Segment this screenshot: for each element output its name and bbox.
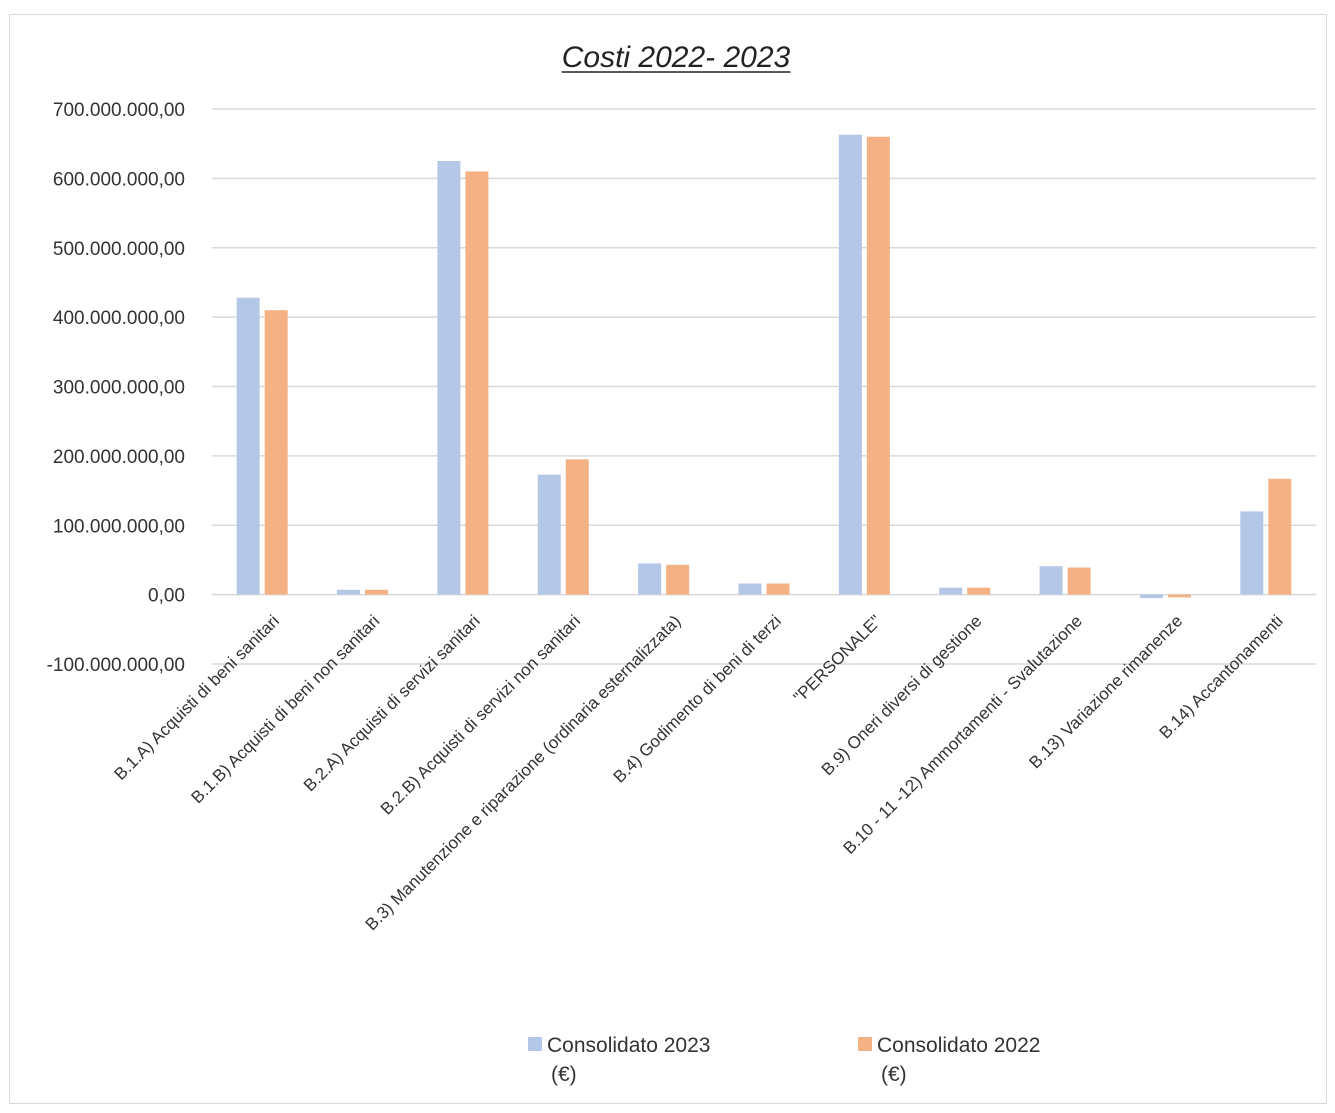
bar-2023	[337, 589, 361, 595]
bar-2023	[437, 161, 461, 595]
x-category-label: B.9) Oneri diversi di gestione	[818, 611, 986, 779]
gridlines	[212, 108, 1316, 665]
x-category-label: "PERSONALE"	[790, 611, 885, 706]
bar-2023	[638, 563, 662, 595]
x-category-label: B.1.A) Acquisti di beni sanitari	[111, 611, 283, 783]
y-axis-ticks: 700.000.000,00 600.000.000,00 500.000.000,…	[47, 100, 185, 676]
bars	[236, 134, 1292, 599]
y-tick-label: 600.000.000,00	[53, 169, 185, 190]
legend-label-2022-unit: (€)	[881, 1063, 907, 1086]
bar-2023	[1240, 511, 1264, 595]
x-category-label: B.2.B) Acquisti di servizi non sanitari	[377, 611, 584, 818]
bar-2023	[537, 474, 561, 595]
bar-2023	[236, 297, 260, 595]
legend-label-2023-unit: (€)	[551, 1063, 577, 1086]
bar-2022	[766, 583, 790, 595]
legend-label-2023: Consolidato 2023	[547, 1034, 710, 1057]
bar-2022	[565, 459, 589, 595]
bar-2022	[264, 310, 288, 595]
bar-2023	[1039, 566, 1063, 595]
y-tick-label: -100.000.000,00	[47, 655, 185, 676]
y-tick-label: 700.000.000,00	[53, 100, 185, 121]
bar-2022	[465, 171, 489, 595]
x-category-label: B.4) Godimento di beni di terzi	[610, 611, 785, 786]
chart-frame	[9, 14, 1327, 1104]
x-category-label: B.1.B) Acquisti di beni non sanitari	[188, 611, 384, 807]
x-category-label: B.2.A) Acquisti di servizi sanitari	[300, 611, 484, 795]
bar-2022	[967, 587, 991, 595]
bar-2022	[365, 589, 389, 595]
y-tick-label: 400.000.000,00	[53, 308, 185, 329]
legend-swatch-2022	[858, 1037, 872, 1051]
y-tick-label: 500.000.000,00	[53, 239, 185, 260]
bar-2023	[838, 134, 862, 595]
bar-2022	[666, 564, 690, 595]
bar-2022	[866, 136, 890, 595]
legend: Consolidato 2023 (€) Consolidato 2022 (€…	[528, 1034, 1040, 1086]
bar-2022	[1067, 567, 1091, 595]
legend-swatch-2023	[528, 1037, 542, 1051]
bar-2023	[738, 583, 762, 595]
legend-label-2022: Consolidato 2022	[877, 1034, 1040, 1057]
bar-2023	[1139, 594, 1163, 599]
bar-2022	[1167, 594, 1191, 598]
y-tick-label: 300.000.000,00	[53, 378, 185, 399]
y-tick-label: 0,00	[148, 586, 185, 607]
bar-2023	[939, 587, 963, 595]
chart-title: Costi 2022- 2023	[562, 41, 791, 74]
bar-2022	[1268, 478, 1292, 595]
y-tick-label: 100.000.000,00	[53, 516, 185, 537]
y-tick-label: 200.000.000,00	[53, 447, 185, 468]
